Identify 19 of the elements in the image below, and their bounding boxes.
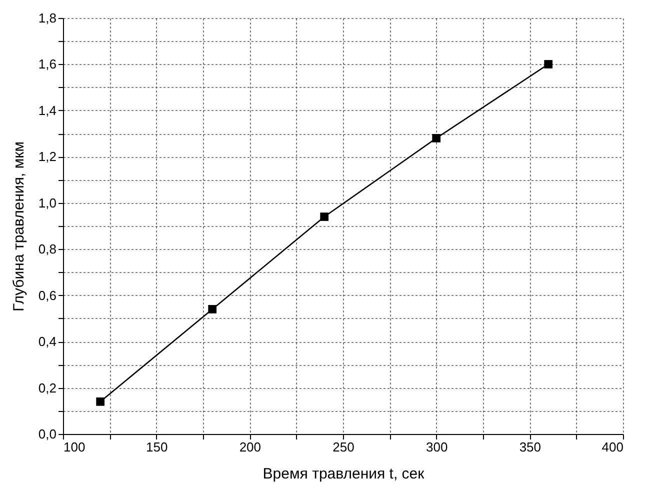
y-tick-label: 1,2 xyxy=(38,149,56,164)
y-tick-label: 0,6 xyxy=(38,288,56,303)
x-tick-label: 150 xyxy=(146,440,168,454)
y-tick-label: 1,6 xyxy=(38,56,56,72)
y-axis-title: Глубина травления, мкм xyxy=(10,141,28,312)
x-tick-label: 400 xyxy=(602,440,624,454)
y-tick-label: 1,8 xyxy=(38,10,56,26)
y-tick-label: 0,2 xyxy=(38,380,56,396)
x-tick-label: 100 xyxy=(64,440,86,454)
x-tick-label: 200 xyxy=(239,440,262,454)
y-tick-label: 1,0 xyxy=(38,195,56,210)
y-tick-label: 1,4 xyxy=(38,102,56,118)
x-tick-label: 350 xyxy=(519,440,542,454)
y-tick-label: 0,0 xyxy=(38,426,56,442)
y-tick-label: 0,8 xyxy=(38,242,56,257)
x-axis-title: Время травления t, сек xyxy=(262,466,425,482)
y-tick-label: 0,4 xyxy=(38,334,56,350)
x-tick-label: 300 xyxy=(426,440,448,454)
x-tick-label: 250 xyxy=(332,440,354,454)
